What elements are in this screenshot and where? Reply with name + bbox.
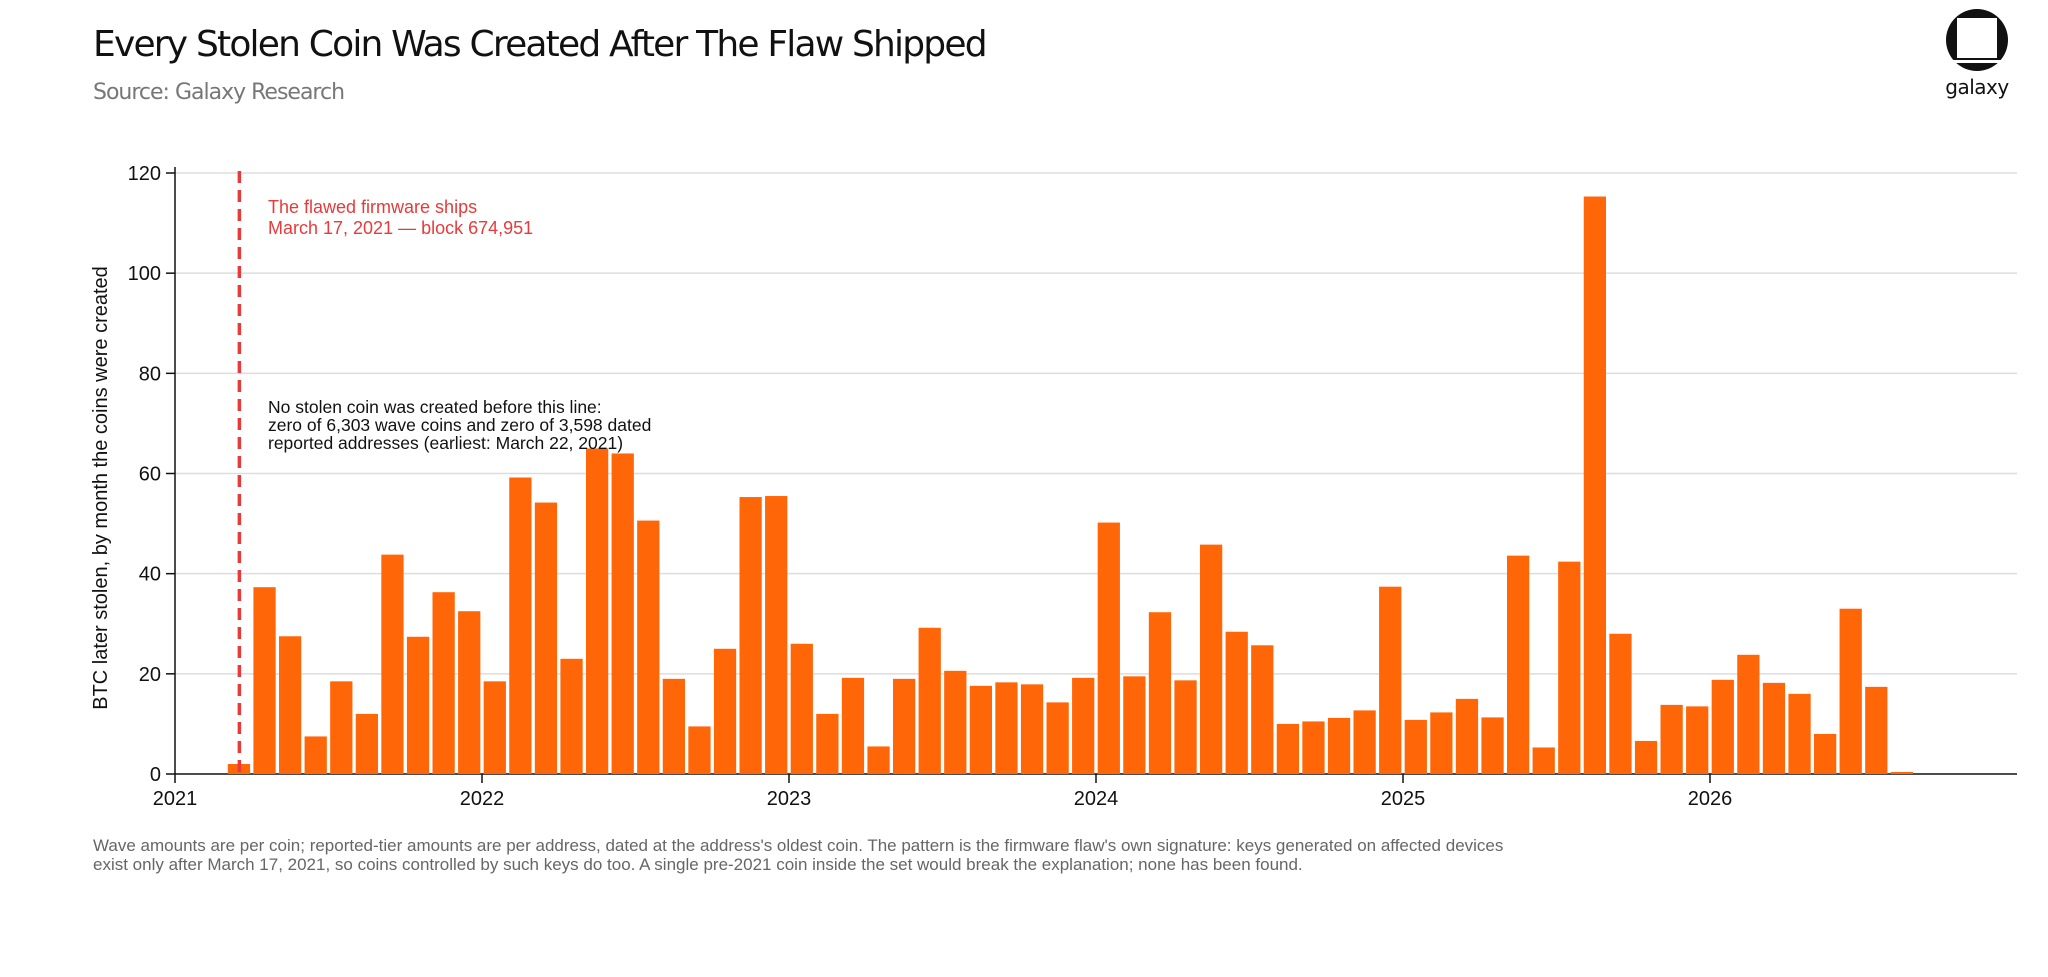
bar xyxy=(765,496,788,774)
footnote: Wave amounts are per coin; reported-tier… xyxy=(93,836,1653,874)
y-tick-label: 20 xyxy=(139,664,161,686)
bar xyxy=(381,554,404,774)
bar xyxy=(867,746,890,774)
bar xyxy=(688,726,711,774)
bar xyxy=(1020,684,1044,774)
y-axis: 0 20 40 60 80 100 120 xyxy=(128,163,176,786)
bar xyxy=(1404,719,1427,774)
bar xyxy=(1199,544,1223,774)
brand-name: galaxy xyxy=(1945,75,2009,99)
y-tick-label: 100 xyxy=(128,263,161,285)
bar xyxy=(432,592,455,774)
footnote-line-1: Wave amounts are per coin; reported-tier… xyxy=(93,836,1504,855)
bar xyxy=(1276,723,1300,774)
y-tick-label: 60 xyxy=(139,464,161,486)
bar xyxy=(1737,654,1760,774)
bar xyxy=(355,713,379,774)
chart-subtitle: Source: Galaxy Research xyxy=(93,80,345,105)
bar xyxy=(944,670,967,774)
bar xyxy=(1097,522,1120,774)
bar xyxy=(1302,721,1325,774)
bar xyxy=(1327,717,1351,774)
bar xyxy=(483,681,506,774)
bar xyxy=(278,636,302,774)
bar xyxy=(406,636,430,774)
bar xyxy=(1532,747,1555,774)
bar xyxy=(918,627,941,774)
footnote-line-2: exist only after March 17, 2021, so coin… xyxy=(93,855,1303,874)
bar xyxy=(1174,680,1197,774)
bar xyxy=(1072,677,1095,774)
bar xyxy=(1813,733,1837,774)
bar xyxy=(1123,676,1146,774)
x-tick-label: 2021 xyxy=(153,788,198,810)
bar xyxy=(1660,704,1683,774)
marker-label-line-2: March 17, 2021 — block 674,951 xyxy=(268,218,533,238)
bar xyxy=(330,681,353,774)
bar xyxy=(790,643,813,774)
bar xyxy=(1148,612,1172,774)
bar xyxy=(1430,712,1453,774)
bar xyxy=(1046,702,1069,774)
bar xyxy=(1225,631,1248,774)
bar xyxy=(304,736,327,774)
note-line-2: zero of 6,303 wave coins and zero of 3,5… xyxy=(268,415,651,435)
y-tick-label: 0 xyxy=(150,764,161,786)
bar xyxy=(253,587,276,774)
bar xyxy=(585,448,609,774)
bar xyxy=(1455,698,1479,774)
bar xyxy=(1788,693,1811,774)
bar xyxy=(1839,608,1862,774)
bar xyxy=(1609,633,1632,774)
bars xyxy=(227,196,1914,774)
bar xyxy=(1711,679,1734,774)
x-axis: 2021 2022 2023 2024 2025 2026 xyxy=(153,773,2017,810)
y-tick-label: 40 xyxy=(139,564,161,586)
bar xyxy=(1686,706,1709,774)
x-tick-label: 2024 xyxy=(1074,788,1119,810)
bar xyxy=(841,677,865,774)
bar xyxy=(1558,561,1581,774)
x-tick-label: 2023 xyxy=(767,788,812,810)
gridlines xyxy=(175,172,2017,675)
note-line-3: reported addresses (earliest: March 22, … xyxy=(268,433,623,453)
bar xyxy=(713,648,737,774)
bar xyxy=(560,658,583,774)
bar xyxy=(1481,717,1504,774)
bar xyxy=(1890,771,1914,774)
galaxy-logo-icon xyxy=(1946,9,2008,71)
bar xyxy=(739,497,762,774)
bar xyxy=(1583,196,1607,774)
bar xyxy=(816,713,839,774)
bar xyxy=(1865,686,1888,774)
bar xyxy=(509,477,532,774)
bar xyxy=(892,678,916,774)
bar xyxy=(1251,645,1274,774)
bar xyxy=(1762,682,1786,774)
bar xyxy=(662,678,686,774)
bar xyxy=(1379,586,1402,774)
y-tick-label: 80 xyxy=(139,363,161,385)
chart-title: Every Stolen Coin Was Created After The … xyxy=(93,24,988,65)
bar xyxy=(1353,710,1376,774)
note-line-1: No stolen coin was created before this l… xyxy=(268,397,602,417)
y-tick-label: 120 xyxy=(128,163,161,185)
x-tick-label: 2022 xyxy=(460,788,505,810)
bar xyxy=(1506,555,1530,774)
bar xyxy=(1634,740,1658,774)
x-tick-label: 2025 xyxy=(1381,788,1426,810)
marker-label-line-1: The flawed firmware ships xyxy=(268,197,477,217)
bar-chart: 0 20 40 60 80 100 120 2021 2022 2023 2024 2025 2026… xyxy=(90,163,2017,810)
x-tick-label: 2026 xyxy=(1688,788,1733,810)
y-axis-label: BTC later stolen, by month the coins wer… xyxy=(90,266,112,710)
bar xyxy=(611,453,634,774)
bar xyxy=(534,502,558,774)
bar xyxy=(458,611,481,774)
bar xyxy=(637,520,660,774)
bar xyxy=(969,685,993,774)
bar xyxy=(995,682,1018,774)
brand-logo: galaxy xyxy=(1937,8,2017,99)
